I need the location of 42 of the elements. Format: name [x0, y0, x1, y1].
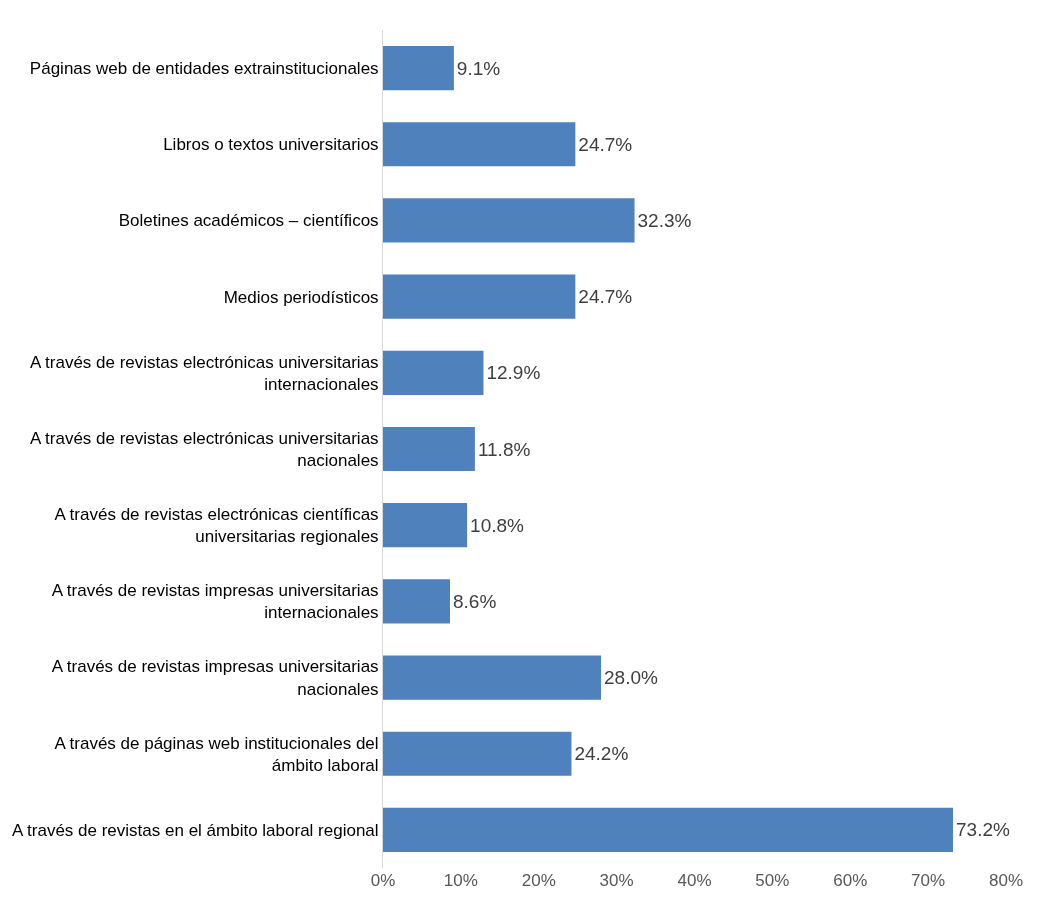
x-tick-label: 0% — [370, 871, 396, 890]
y-tick-label: A través de revistas electrónicas científicas universitarias regionales — [54, 505, 379, 547]
data-label: 28.0% — [604, 667, 659, 689]
bar — [383, 807, 954, 852]
x-tick-label: 50% — [755, 871, 790, 890]
y-tick-label: A través de revistas impresas universitarias internacionales — [51, 581, 379, 623]
data-label: 12.9% — [486, 362, 541, 384]
y-tick-label: Páginas web de entidades extrainstitucionales — [29, 59, 379, 79]
y-tick-label: Libros o textos universitarios — [163, 135, 379, 155]
y-tick-label: A través de revistas electrónicas universitarias nacionales — [29, 428, 379, 470]
bar — [383, 350, 484, 395]
bar — [383, 274, 576, 319]
bar — [383, 579, 450, 624]
x-tick-label: 20% — [521, 871, 556, 890]
data-label: 24.7% — [578, 133, 633, 155]
bar — [383, 731, 572, 776]
y-tick-label: A través de revistas impresas universitarias nacionales — [51, 657, 379, 699]
x-tick-label: 70% — [911, 871, 946, 890]
bar — [383, 198, 635, 243]
bar — [383, 426, 475, 472]
x-tick-label: 10% — [443, 871, 478, 890]
x-tick-label: 80% — [988, 871, 1024, 890]
data-label: 32.3% — [637, 209, 692, 231]
y-tick-label: A través de revistas en el ámbito laboral regional — [11, 820, 379, 840]
bar — [383, 655, 602, 700]
data-label: 24.7% — [578, 286, 633, 308]
bar — [383, 46, 454, 91]
data-label: 24.2% — [574, 743, 629, 765]
data-label: 73.2% — [956, 819, 1011, 841]
y-tick-label: A través de revistas electrónicas universitarias internacionales — [29, 352, 379, 394]
y-tick-label: A través de páginas web institucionales del ámbito laboral — [54, 733, 379, 775]
data-label: 11.8% — [477, 438, 531, 460]
data-label: 8.6% — [452, 590, 497, 612]
y-tick-label: Boletines académicos – científicos — [118, 211, 379, 231]
x-tick-label: 60% — [833, 871, 868, 890]
data-label: 9.1% — [456, 57, 501, 79]
x-tick-label: 30% — [599, 871, 634, 890]
x-tick-label: 40% — [677, 871, 712, 890]
bar — [383, 122, 576, 167]
y-tick-label: Medios periodísticos — [223, 287, 379, 307]
bar — [383, 503, 468, 548]
data-label: 10.8% — [470, 514, 525, 536]
